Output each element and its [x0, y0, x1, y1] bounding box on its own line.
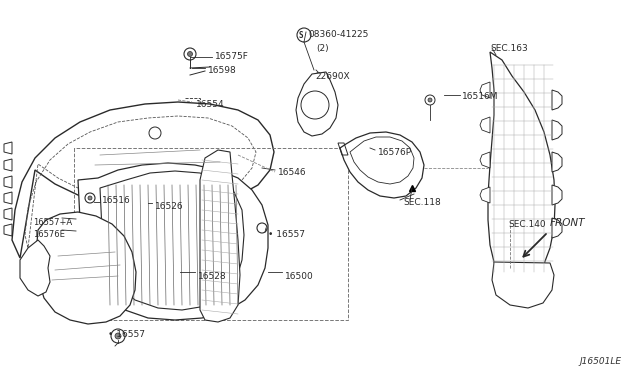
- Text: 08360-41225: 08360-41225: [308, 30, 369, 39]
- Polygon shape: [340, 132, 424, 198]
- Text: 16516M: 16516M: [462, 92, 499, 101]
- Text: 16546: 16546: [278, 168, 307, 177]
- Text: • 16557: • 16557: [108, 330, 145, 339]
- Polygon shape: [480, 152, 490, 168]
- Polygon shape: [552, 218, 562, 238]
- Polygon shape: [552, 185, 562, 205]
- Circle shape: [188, 51, 193, 57]
- Circle shape: [257, 223, 267, 233]
- Polygon shape: [488, 52, 555, 280]
- Text: 16554: 16554: [196, 100, 225, 109]
- Text: SEC.118: SEC.118: [403, 198, 441, 207]
- Polygon shape: [552, 120, 562, 140]
- Circle shape: [184, 48, 196, 60]
- Circle shape: [425, 95, 435, 105]
- Circle shape: [111, 329, 125, 343]
- Circle shape: [168, 168, 182, 182]
- Circle shape: [88, 196, 92, 200]
- Polygon shape: [20, 240, 50, 296]
- Text: S: S: [299, 32, 303, 41]
- Circle shape: [115, 333, 121, 339]
- Polygon shape: [480, 82, 490, 98]
- Polygon shape: [200, 150, 240, 322]
- Text: SEC.140: SEC.140: [508, 220, 546, 229]
- Text: (2): (2): [316, 44, 328, 53]
- Text: SEC.163: SEC.163: [490, 44, 528, 53]
- Polygon shape: [100, 171, 244, 310]
- Text: 16528: 16528: [198, 272, 227, 281]
- Polygon shape: [492, 262, 554, 308]
- Text: FRONT: FRONT: [550, 218, 586, 228]
- Polygon shape: [552, 90, 562, 110]
- Polygon shape: [552, 152, 562, 172]
- Text: J16501LE: J16501LE: [580, 357, 622, 366]
- Polygon shape: [296, 72, 338, 136]
- Text: 16516: 16516: [102, 196, 131, 205]
- Polygon shape: [36, 212, 136, 324]
- Text: 16576P: 16576P: [378, 148, 412, 157]
- Text: 16500: 16500: [285, 272, 314, 281]
- Text: • 16557: • 16557: [268, 230, 305, 239]
- Circle shape: [428, 98, 432, 102]
- Text: 16598: 16598: [208, 66, 237, 75]
- Polygon shape: [480, 117, 490, 133]
- Text: 16576E: 16576E: [33, 230, 65, 239]
- Polygon shape: [480, 187, 490, 203]
- Polygon shape: [78, 163, 268, 320]
- Text: 22690X: 22690X: [315, 72, 349, 81]
- Text: 16557+A: 16557+A: [33, 218, 72, 227]
- Circle shape: [85, 193, 95, 203]
- Text: 16526: 16526: [155, 202, 184, 211]
- Text: 16575F: 16575F: [215, 52, 249, 61]
- Circle shape: [172, 172, 178, 178]
